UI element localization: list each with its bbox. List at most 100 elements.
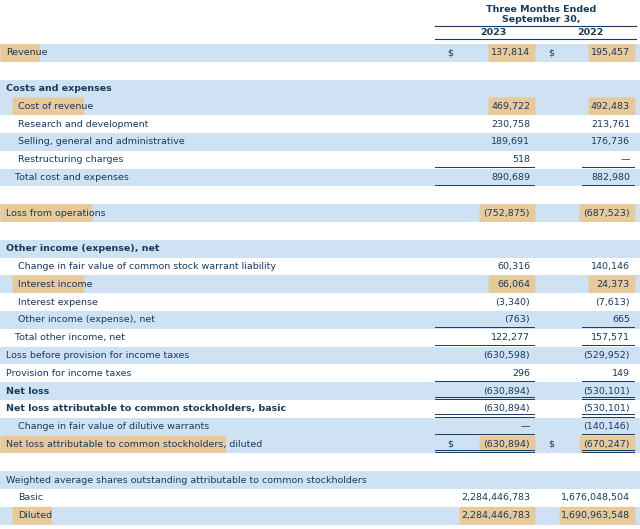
Text: 122,277: 122,277 <box>491 333 530 342</box>
Bar <box>0 346 640 364</box>
Bar <box>0 169 640 186</box>
Text: 157,571: 157,571 <box>591 333 630 342</box>
Bar <box>0 507 640 525</box>
FancyBboxPatch shape <box>488 44 536 62</box>
Text: 176,736: 176,736 <box>591 138 630 147</box>
Bar <box>0 258 640 276</box>
Text: 195,457: 195,457 <box>591 48 630 58</box>
Text: (630,894): (630,894) <box>483 387 530 396</box>
Text: Change in fair value of dilutive warrants: Change in fair value of dilutive warrant… <box>18 422 209 431</box>
Bar <box>0 133 640 151</box>
Text: 1,690,963,548: 1,690,963,548 <box>561 511 630 520</box>
Text: (7,613): (7,613) <box>595 298 630 307</box>
Text: (530,101): (530,101) <box>584 387 630 396</box>
Text: $: $ <box>548 48 554 58</box>
Text: Revenue: Revenue <box>6 48 47 58</box>
Text: 518: 518 <box>512 155 530 164</box>
FancyBboxPatch shape <box>1 435 226 453</box>
Text: Selling, general and administrative: Selling, general and administrative <box>18 138 185 147</box>
Text: (670,247): (670,247) <box>584 440 630 449</box>
FancyBboxPatch shape <box>460 507 536 525</box>
Text: (140,146): (140,146) <box>584 422 630 431</box>
Text: (630,894): (630,894) <box>483 404 530 413</box>
Text: Provision for income taxes: Provision for income taxes <box>6 369 131 378</box>
Bar <box>0 400 640 418</box>
FancyBboxPatch shape <box>488 97 536 115</box>
Text: Interest expense: Interest expense <box>18 298 98 307</box>
Text: Change in fair value of common stock warrant liability: Change in fair value of common stock war… <box>18 262 276 271</box>
Text: 882,980: 882,980 <box>591 173 630 182</box>
Text: 2,284,446,783: 2,284,446,783 <box>461 511 530 520</box>
Text: 140,146: 140,146 <box>591 262 630 271</box>
Text: Basic: Basic <box>18 494 43 503</box>
FancyBboxPatch shape <box>13 97 84 115</box>
Text: 60,316: 60,316 <box>497 262 530 271</box>
Bar <box>0 311 640 329</box>
Text: 137,814: 137,814 <box>491 48 530 58</box>
Bar <box>0 435 640 453</box>
Bar <box>0 151 640 169</box>
Bar <box>0 240 640 258</box>
Text: Restructuring charges: Restructuring charges <box>18 155 124 164</box>
Text: 296: 296 <box>512 369 530 378</box>
Text: 492,483: 492,483 <box>591 102 630 111</box>
FancyBboxPatch shape <box>13 507 52 525</box>
FancyBboxPatch shape <box>579 204 636 222</box>
Bar <box>0 525 640 529</box>
Text: (687,523): (687,523) <box>584 208 630 217</box>
Text: (530,101): (530,101) <box>584 404 630 413</box>
Text: Loss before provision for income taxes: Loss before provision for income taxes <box>6 351 189 360</box>
Text: (763): (763) <box>504 315 530 324</box>
Text: September 30,: September 30, <box>502 15 580 24</box>
Text: 66,064: 66,064 <box>497 280 530 289</box>
Bar <box>0 97 640 115</box>
Text: Total cost and expenses: Total cost and expenses <box>6 173 129 182</box>
Text: $: $ <box>447 440 453 449</box>
Text: 230,758: 230,758 <box>491 120 530 129</box>
FancyBboxPatch shape <box>1 204 93 222</box>
Text: 2022: 2022 <box>577 28 603 37</box>
Bar <box>0 418 640 435</box>
FancyBboxPatch shape <box>479 435 536 453</box>
Bar <box>0 44 640 62</box>
Bar <box>0 293 640 311</box>
Bar <box>0 329 640 346</box>
Text: (630,894): (630,894) <box>483 440 530 449</box>
Bar <box>0 471 640 489</box>
Text: 24,373: 24,373 <box>596 280 630 289</box>
Text: Costs and expenses: Costs and expenses <box>6 84 112 93</box>
Text: (3,340): (3,340) <box>495 298 530 307</box>
FancyBboxPatch shape <box>589 44 636 62</box>
Text: 149: 149 <box>612 369 630 378</box>
Text: Interest income: Interest income <box>18 280 93 289</box>
Bar <box>0 222 640 240</box>
Text: Diluted: Diluted <box>18 511 52 520</box>
Text: Other income (expense), net: Other income (expense), net <box>6 244 159 253</box>
Bar <box>0 489 640 507</box>
Bar <box>0 453 640 471</box>
Text: (630,598): (630,598) <box>483 351 530 360</box>
Text: 2023: 2023 <box>480 28 506 37</box>
Text: (752,875): (752,875) <box>483 208 530 217</box>
Bar <box>0 204 640 222</box>
Text: 213,761: 213,761 <box>591 120 630 129</box>
Text: Three Months Ended: Three Months Ended <box>486 5 596 14</box>
Text: Weighted average shares outstanding attributable to common stockholders: Weighted average shares outstanding attr… <box>6 476 367 485</box>
Text: 665: 665 <box>612 315 630 324</box>
Bar <box>0 115 640 133</box>
Text: Loss from operations: Loss from operations <box>6 208 106 217</box>
Text: $: $ <box>447 48 453 58</box>
Text: 2,284,446,783: 2,284,446,783 <box>461 494 530 503</box>
Bar <box>0 364 640 382</box>
Bar <box>0 276 640 293</box>
FancyBboxPatch shape <box>559 507 636 525</box>
FancyBboxPatch shape <box>13 276 84 293</box>
Bar <box>0 382 640 400</box>
Text: —: — <box>520 422 530 431</box>
Text: Net loss: Net loss <box>6 387 49 396</box>
FancyBboxPatch shape <box>579 435 636 453</box>
Text: Total other income, net: Total other income, net <box>6 333 125 342</box>
Text: $: $ <box>548 440 554 449</box>
Bar <box>0 79 640 97</box>
FancyBboxPatch shape <box>1 44 40 62</box>
